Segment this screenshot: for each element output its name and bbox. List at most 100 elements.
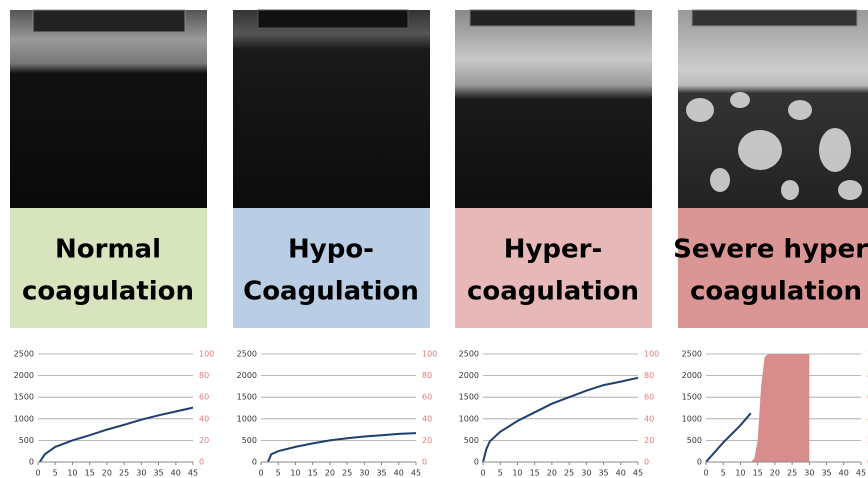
y2-tick-label: 80: [644, 371, 654, 380]
panel-title: Coagulation: [243, 277, 419, 307]
y2-tick-label: 80: [199, 371, 209, 380]
y2-tick-label: 40: [422, 414, 432, 423]
label-box: [455, 208, 652, 328]
y2-tick-label: 0: [422, 458, 427, 467]
panel-title: coagulation: [690, 277, 862, 307]
photos: [10, 9, 868, 208]
x-tick-label: 30: [359, 469, 369, 478]
photo: [455, 10, 652, 208]
y2-tick-label: 40: [644, 414, 654, 423]
x-tick-label: 40: [171, 469, 181, 478]
y2-tick-label: 20: [422, 436, 432, 445]
x-tick-label: 45: [633, 469, 643, 478]
y2-tick-label: 60: [199, 393, 209, 402]
x-tick-label: 10: [67, 469, 77, 478]
y-tick-label: 500: [19, 436, 34, 445]
x-tick-label: 0: [703, 469, 708, 478]
label-box: [678, 208, 868, 328]
y2-tick-label: 0: [644, 458, 649, 467]
line: [705, 412, 752, 463]
x-tick-label: 25: [787, 469, 797, 478]
x-tick-label: 5: [721, 469, 726, 478]
x-tick-label: 15: [530, 469, 540, 478]
y-tick-label: 1500: [682, 393, 702, 402]
line: [266, 432, 417, 463]
x-tick-label: 15: [753, 469, 763, 478]
y-tick-label: 2500: [682, 350, 702, 359]
photo: [10, 10, 207, 208]
panel-title: Severe hyper-: [673, 235, 868, 265]
x-tick-label: 20: [547, 469, 557, 478]
y2-tick-label: 100: [644, 350, 659, 359]
line: [38, 406, 194, 463]
panel-title: Normal: [55, 235, 161, 265]
photo: [233, 10, 430, 208]
x-tick-label: 20: [102, 469, 112, 478]
y-tick-label: 2000: [14, 371, 34, 380]
y2-tick-label: 20: [199, 436, 209, 445]
x-tick-label: 10: [290, 469, 300, 478]
x-tick-label: 45: [411, 469, 421, 478]
line: [482, 376, 639, 463]
clots: [686, 92, 862, 200]
x-tick-label: 10: [512, 469, 522, 478]
y-tick-label: 2500: [237, 350, 257, 359]
x-tick-label: 20: [325, 469, 335, 478]
x-tick-label: 40: [839, 469, 849, 478]
x-tick-label: 45: [856, 469, 866, 478]
x-tick-label: 5: [276, 469, 281, 478]
x-tick-label: 0: [258, 469, 263, 478]
y2-tick-label: 100: [422, 350, 437, 359]
y-tick-label: 2000: [682, 371, 702, 380]
y2-tick-label: 100: [199, 350, 214, 359]
y-tick-label: 0: [474, 458, 479, 467]
y-tick-label: 1000: [14, 414, 34, 423]
panel-title: Hyper-: [504, 235, 603, 265]
y2-tick-label: 0: [199, 458, 204, 467]
x-tick-label: 10: [735, 469, 745, 478]
label-box: [233, 208, 430, 328]
y2-tick-label: 40: [199, 414, 209, 423]
panel-title: coagulation: [467, 277, 639, 307]
x-tick-label: 5: [498, 469, 503, 478]
x-tick-label: 0: [480, 469, 485, 478]
holder: [32, 9, 186, 33]
y-tick-label: 500: [464, 436, 479, 445]
y-tick-label: 0: [697, 458, 702, 467]
y-tick-label: 1000: [459, 414, 479, 423]
label-box: [10, 208, 207, 328]
y-tick-label: 500: [242, 436, 257, 445]
holder: [691, 9, 858, 27]
x-tick-label: 20: [770, 469, 780, 478]
panel-title: coagulation: [22, 277, 194, 307]
y2-tick-label: 60: [422, 393, 432, 402]
x-tick-label: 15: [308, 469, 318, 478]
y-tick-label: 2000: [237, 371, 257, 380]
x-tick-label: 35: [598, 469, 608, 478]
holder: [257, 9, 409, 29]
y-tick-label: 2500: [459, 350, 479, 359]
y-tick-label: 1000: [682, 414, 702, 423]
x-tick-label: 30: [136, 469, 146, 478]
y-tick-label: 0: [252, 458, 257, 467]
y-tick-label: 1500: [14, 393, 34, 402]
x-tick-label: 5: [53, 469, 58, 478]
x-tick-label: 45: [188, 469, 198, 478]
y2-tick-label: 80: [422, 371, 432, 380]
x-tick-label: 40: [616, 469, 626, 478]
x-tick-label: 35: [821, 469, 831, 478]
x-tick-label: 30: [804, 469, 814, 478]
y2-tick-label: 20: [644, 436, 654, 445]
y-tick-label: 1000: [237, 414, 257, 423]
y2-tick-label: 60: [644, 393, 654, 402]
x-tick-label: 35: [376, 469, 386, 478]
area: [750, 354, 810, 462]
x-tick-label: 35: [153, 469, 163, 478]
charts: Normalcoagulation05001000150020002500020…: [10, 208, 868, 478]
x-tick-label: 25: [342, 469, 352, 478]
y-tick-label: 500: [687, 436, 702, 445]
panel-title: Hypo-: [288, 235, 374, 265]
y-tick-label: 2500: [14, 350, 34, 359]
